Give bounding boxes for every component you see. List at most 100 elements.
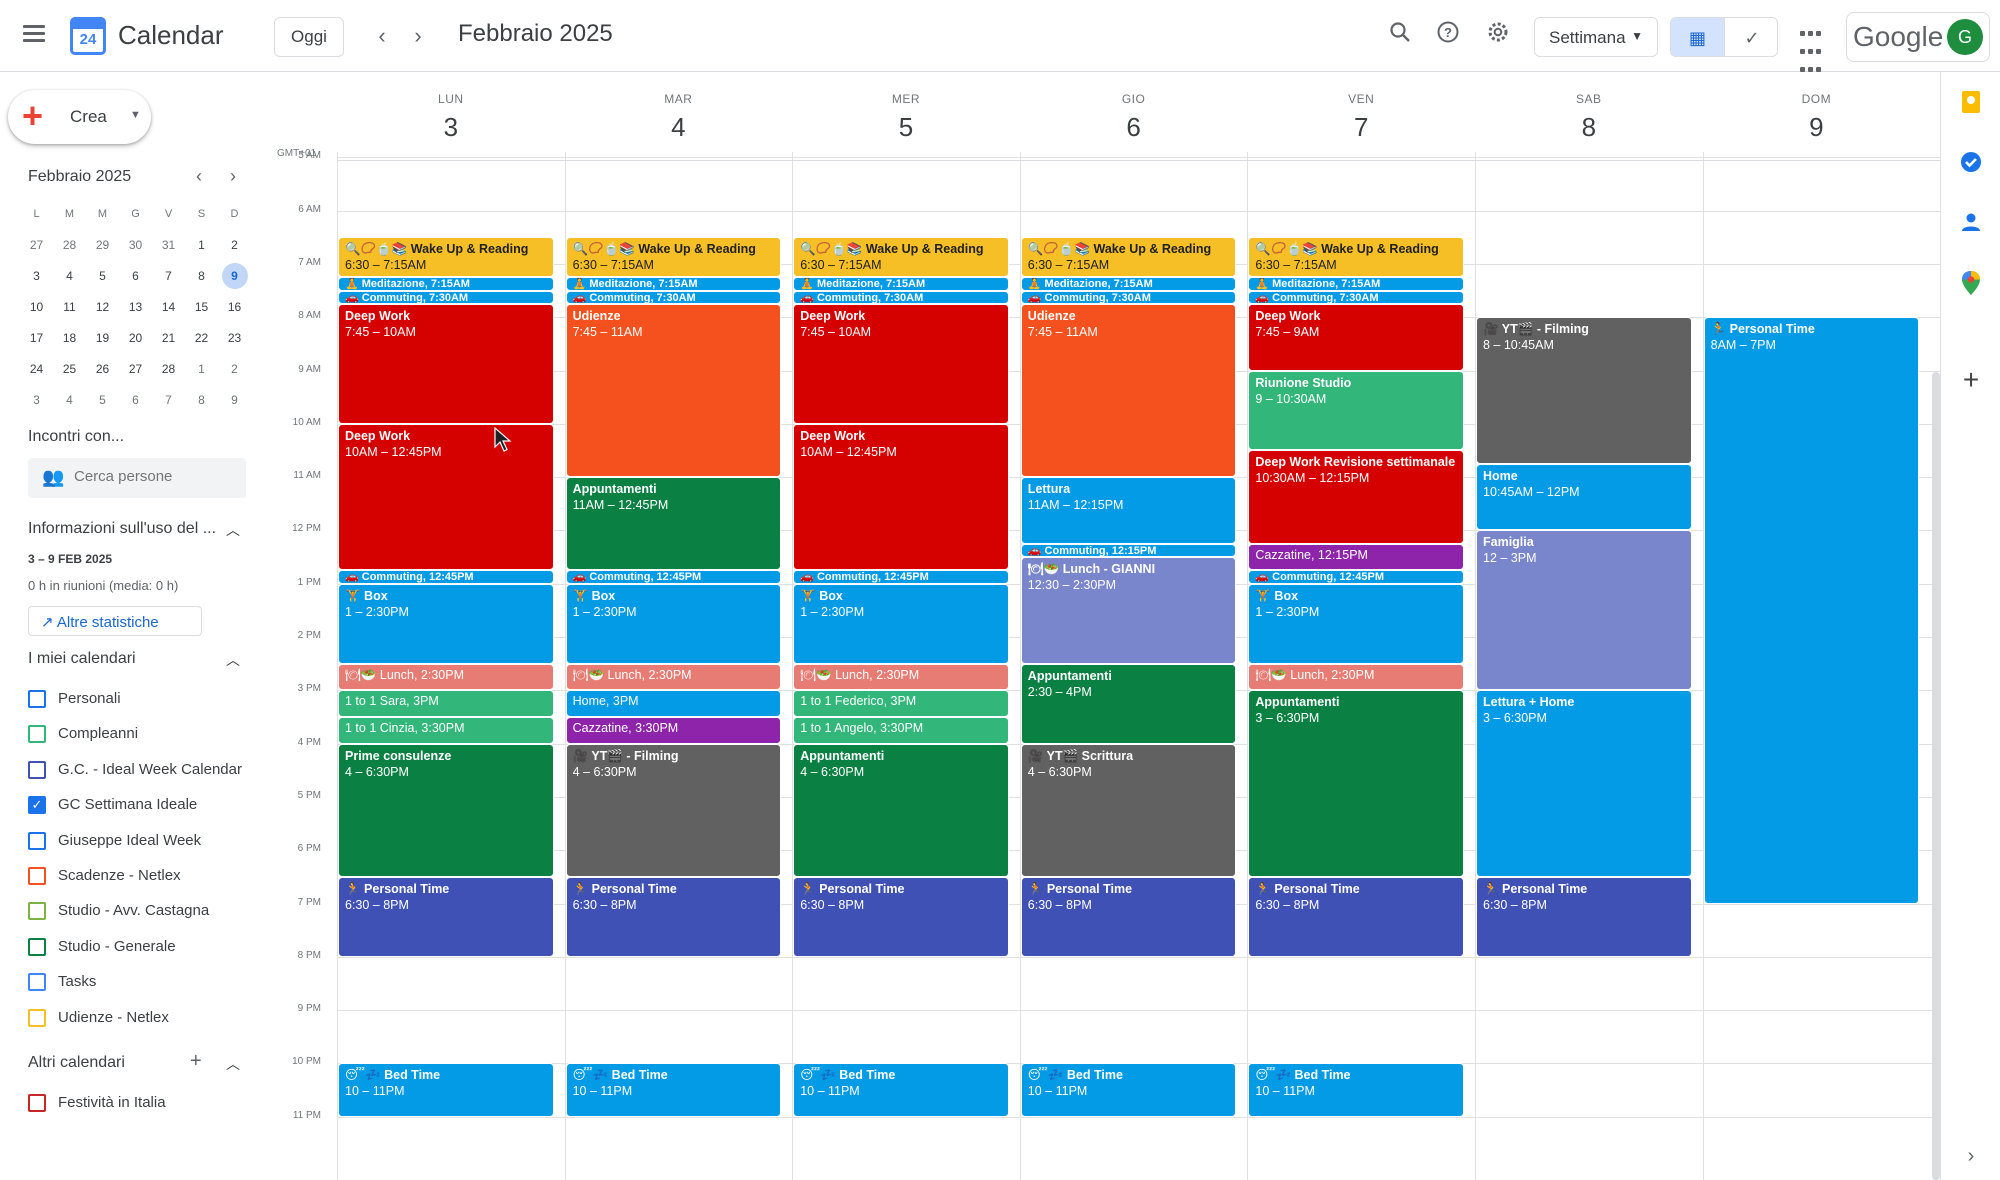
help-icon[interactable]: ? (1432, 20, 1464, 52)
event[interactable]: 🍽🥗 Lunch, 2:30PM (793, 663, 1009, 691)
mini-day[interactable]: 3 (33, 393, 40, 407)
event[interactable]: 🏃 Personal Time 8AM – 7PM (1703, 317, 1920, 904)
today-button[interactable]: Oggi (274, 17, 344, 57)
event[interactable]: 🚗 Commuting, 7:30AM (1248, 290, 1464, 304)
event[interactable]: 🔍📿🍵📚 Wake Up & Reading 6:30 – 7:15AM (1248, 237, 1464, 278)
event[interactable]: 🚗 Commuting, 12:45PM (1248, 570, 1464, 584)
event[interactable]: 🏋 Box 1 – 2:30PM (1248, 583, 1464, 664)
event[interactable]: 😴💤 Bed Time 10 – 11PM (793, 1063, 1009, 1117)
tasks-view-icon[interactable]: ✓ (1744, 28, 1760, 48)
event[interactable]: Riunione Studio 9 – 10:30AM (1248, 370, 1464, 451)
event[interactable]: 🚗 Commuting, 7:30AM (565, 290, 782, 304)
calendar-checkbox[interactable] (28, 902, 46, 921)
calendar-item[interactable]: Compleanni (28, 717, 258, 752)
day-date[interactable]: 4 (671, 112, 686, 142)
event[interactable]: 😴💤 Bed Time 10 – 11PM (565, 1063, 782, 1117)
view-select[interactable]: Settimana ▼ (1534, 17, 1658, 57)
event[interactable]: 1 to 1 Cinzia, 3:30PM (338, 716, 554, 744)
event[interactable]: Cazzatine, 12:15PM (1248, 543, 1464, 571)
event[interactable]: 🍽🥗 Lunch - GIANNI 12:30 – 2:30PM (1020, 557, 1237, 664)
event[interactable]: 🚗 Commuting, 12:45PM (793, 570, 1009, 584)
mini-day[interactable]: 13 (128, 300, 143, 314)
contacts-icon[interactable] (1959, 210, 1983, 234)
day-header[interactable]: MER 5 (792, 72, 1020, 152)
mini-day[interactable]: 30 (128, 238, 143, 252)
event[interactable]: 🚗 Commuting, 7:30AM (1020, 290, 1237, 304)
day-header[interactable]: MAR 4 (565, 72, 793, 152)
mini-day[interactable]: 2 (231, 362, 238, 376)
event[interactable]: 🎥 YT🎬 - Filming 8 – 10:45AM (1476, 317, 1692, 464)
calendar-checkbox[interactable] (28, 690, 46, 708)
event[interactable]: Famiglia 12 – 3PM (1476, 530, 1692, 691)
mini-day[interactable]: 28 (161, 362, 176, 376)
mini-day[interactable]: 17 (29, 331, 44, 345)
maps-icon[interactable] (1959, 270, 1983, 295)
my-calendars-title[interactable]: I miei calendari (28, 650, 136, 667)
day-date[interactable]: 7 (1353, 112, 1369, 142)
mini-day[interactable]: 31 (161, 238, 176, 252)
event[interactable]: Prime consulenze 4 – 6:30PM (338, 743, 554, 877)
keep-icon[interactable] (1959, 90, 1983, 114)
mini-day[interactable]: 25 (62, 362, 77, 376)
calendar-checkbox[interactable] (28, 973, 46, 992)
event[interactable]: Deep Work 7:45 – 10AM (793, 303, 1009, 424)
calendar-item[interactable]: Studio - Avv. Castagna (28, 894, 258, 929)
event[interactable]: 1 to 1 Angelo, 3:30PM (793, 716, 1009, 744)
mini-day[interactable]: 4 (66, 269, 73, 283)
calendar-item[interactable]: Festività in Italia (28, 1086, 258, 1121)
chevron-up-icon[interactable]: ︿ (226, 522, 240, 538)
tasks-icon[interactable] (1959, 150, 1983, 174)
event[interactable]: Deep Work 10AM – 12:45PM (793, 423, 1009, 571)
day-date[interactable]: 5 (898, 112, 914, 142)
account-area[interactable]: Google G (1846, 12, 1990, 62)
usage-title[interactable]: Informazioni sull'uso del ... (28, 520, 217, 537)
calendar-item[interactable]: ✓ GC Settimana Ideale (28, 788, 258, 823)
event[interactable]: Deep Work Revisione settimanale 10:30AM … (1248, 450, 1464, 544)
other-calendars-title[interactable]: Altri calendari (28, 1054, 125, 1071)
create-button[interactable]: + Crea ▼ (8, 90, 151, 144)
event[interactable]: Home, 3PM (565, 690, 782, 717)
event[interactable]: Udienze 7:45 – 11AM (1020, 303, 1237, 478)
mini-day[interactable]: 3 (33, 269, 40, 283)
day-header[interactable]: DOM 9 (1703, 72, 1931, 152)
apps-grid-icon[interactable] (1798, 24, 1822, 72)
event[interactable]: 🏃 Personal Time 6:30 – 8PM (1248, 876, 1464, 957)
event[interactable]: 🎥 YT🎬 Scrittura 4 – 6:30PM (1020, 743, 1237, 877)
calendar-checkbox[interactable] (28, 1008, 46, 1027)
day-date[interactable]: 9 (1809, 112, 1824, 142)
chevron-left-icon[interactable]: ‹ (378, 23, 386, 48)
avatar[interactable]: G (1947, 19, 1983, 55)
mini-day[interactable]: 23 (227, 331, 242, 345)
day-date[interactable]: 6 (1126, 112, 1141, 142)
event[interactable]: 🚗 Commuting, 7:30AM (793, 290, 1009, 304)
main-menu-icon[interactable] (20, 22, 48, 50)
day-header[interactable]: SAB 8 (1475, 72, 1703, 152)
calendar-checkbox[interactable] (28, 937, 46, 956)
event[interactable]: Deep Work 10AM – 12:45PM (338, 423, 554, 571)
event[interactable]: Appuntamenti 2:30 – 4PM (1020, 663, 1237, 744)
calendar-checkbox[interactable] (28, 725, 46, 744)
mini-day[interactable]: 15 (194, 300, 209, 314)
calendar-item[interactable]: Studio - Generale (28, 930, 258, 965)
calendar-item[interactable]: Tasks (28, 965, 258, 1000)
mini-day[interactable]: 19 (95, 331, 110, 345)
event[interactable]: Cazzatine, 3:30PM (565, 716, 782, 744)
event[interactable]: 😴💤 Bed Time 10 – 11PM (1020, 1063, 1237, 1117)
event[interactable]: 😴💤 Bed Time 10 – 11PM (338, 1063, 554, 1117)
event[interactable]: Home 10:45AM – 12PM (1476, 463, 1692, 531)
event[interactable]: 🚗 Commuting, 12:15PM (1020, 543, 1237, 558)
event[interactable]: 🏋 Box 1 – 2:30PM (793, 583, 1009, 664)
event[interactable]: 😴💤 Bed Time 10 – 11PM (1248, 1063, 1464, 1117)
day-date[interactable]: 3 (443, 112, 459, 142)
mini-day[interactable]: 24 (29, 362, 44, 376)
calendar-item[interactable]: G.C. - Ideal Week Calendar (28, 753, 258, 788)
mini-prev-icon[interactable]: ‹ (196, 166, 202, 186)
calendar-checkbox[interactable]: ✓ (28, 796, 46, 815)
calendar-item[interactable]: Personali (28, 682, 258, 717)
mini-day[interactable]: 12 (95, 300, 110, 314)
mini-day[interactable]: 9 (231, 393, 238, 407)
mini-day[interactable]: 5 (99, 269, 106, 283)
event[interactable]: 🧘 Meditazione, 7:15AM (1248, 277, 1464, 291)
search-icon[interactable] (1384, 20, 1416, 52)
calendar-view-icon[interactable]: ▦ (1671, 18, 1725, 56)
